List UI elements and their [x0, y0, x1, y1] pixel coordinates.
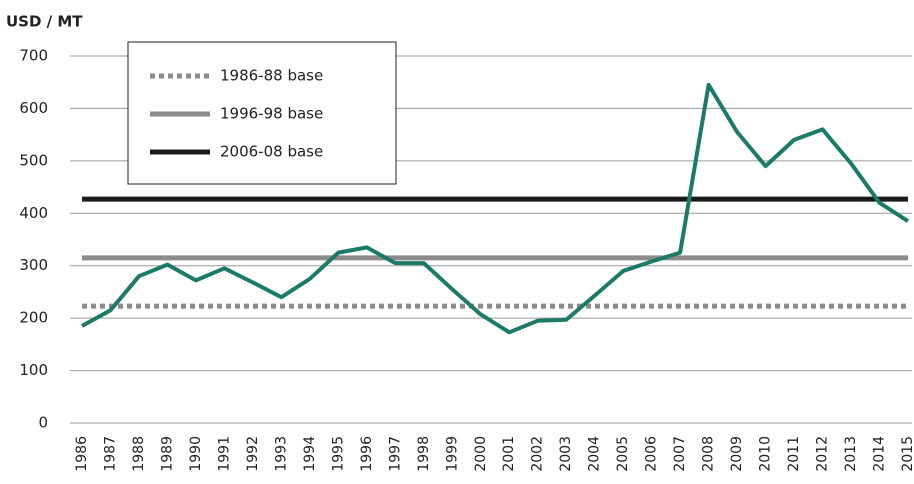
- x-tick-label: 2004: [587, 436, 603, 472]
- x-tick-label: 2013: [843, 436, 859, 472]
- x-tick-label: 2008: [701, 436, 717, 472]
- x-tick-label: 1986: [74, 436, 90, 472]
- x-tick-label: 2015: [900, 436, 914, 472]
- x-tick-label: 1987: [102, 436, 118, 472]
- y-axis-label: USD / MT: [6, 13, 83, 31]
- y-tick-label: 700: [19, 47, 48, 65]
- y-tick-label: 600: [19, 99, 48, 117]
- x-tick-label: 1988: [131, 436, 147, 472]
- x-tick-label: 2007: [672, 436, 688, 472]
- x-tick-label: 2014: [872, 436, 888, 472]
- x-tick-label: 2000: [473, 436, 489, 472]
- x-tick-label: 2010: [758, 436, 774, 472]
- y-tick-label: 400: [19, 204, 48, 222]
- legend-label: 1996-98 base: [220, 105, 323, 123]
- legend-label: 1986-88 base: [220, 67, 323, 85]
- legend-label: 2006-08 base: [220, 143, 323, 161]
- x-tick-label: 1997: [387, 436, 403, 472]
- x-tick-label: 1999: [444, 436, 460, 472]
- x-tick-label: 2003: [558, 436, 574, 472]
- x-tick-label: 1992: [245, 436, 261, 472]
- x-tick-label: 1994: [302, 436, 318, 472]
- x-tick-label: 1995: [330, 436, 346, 472]
- x-tick-label: 1989: [159, 436, 175, 472]
- x-tick-label: 1991: [216, 436, 232, 472]
- x-tick-label: 2009: [729, 436, 745, 472]
- y-tick-label: 100: [19, 361, 48, 379]
- x-tick-label: 1996: [359, 436, 375, 472]
- x-tick-label: 1990: [188, 436, 204, 472]
- y-tick-label: 0: [38, 414, 48, 432]
- x-tick-label: 1998: [416, 436, 432, 472]
- x-tick-label: 2012: [815, 436, 831, 472]
- data-line: [81, 82, 910, 335]
- x-tick-label: 2005: [615, 436, 631, 472]
- x-tick-label: 2002: [530, 436, 546, 472]
- x-tick-label: 2001: [501, 436, 517, 472]
- y-tick-label: 200: [19, 309, 48, 327]
- y-tick-label: 300: [19, 256, 48, 274]
- y-tick-label: 500: [19, 151, 48, 169]
- x-tick-label: 2011: [786, 436, 802, 472]
- x-tick-label: 2006: [644, 436, 660, 472]
- x-tick-label: 1993: [273, 436, 289, 472]
